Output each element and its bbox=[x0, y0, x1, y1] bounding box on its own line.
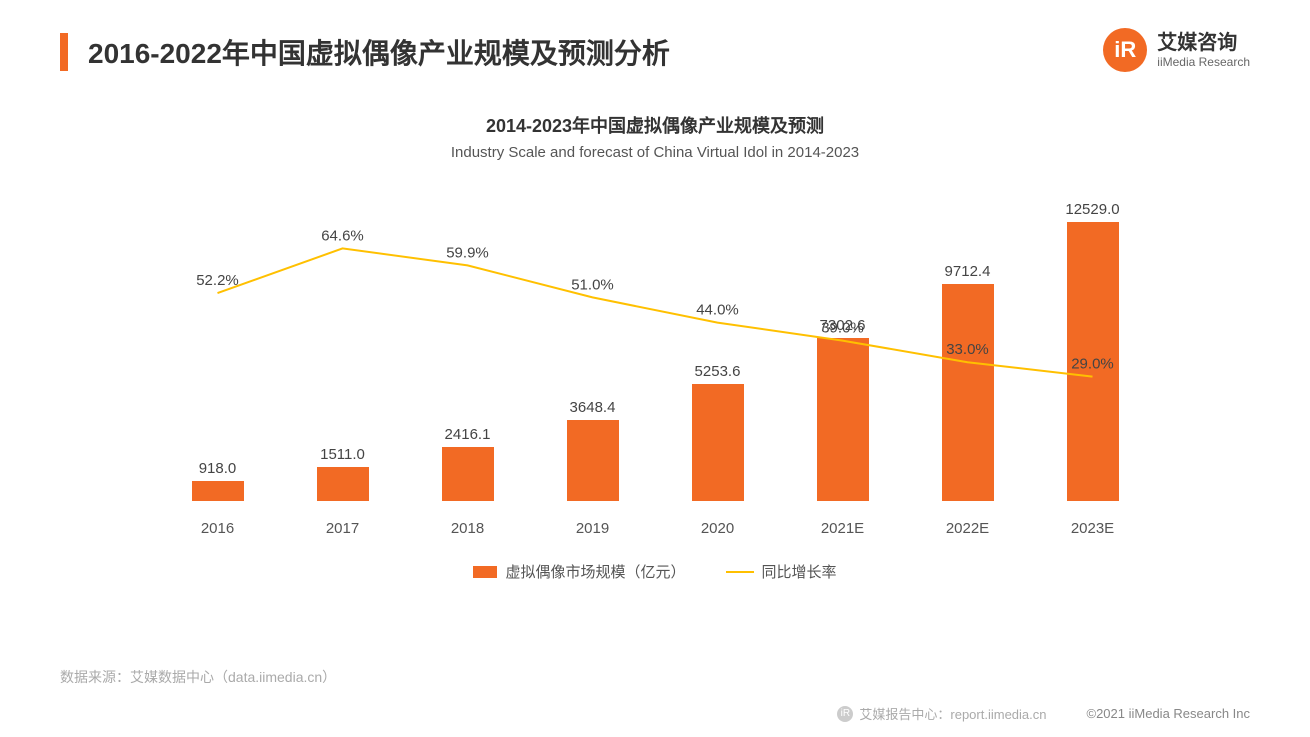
bar bbox=[692, 384, 744, 501]
chart-legend: 虚拟偶像市场规模（亿元） 同比增长率 bbox=[155, 561, 1155, 582]
bar-group: 12529.0 bbox=[1030, 222, 1155, 501]
chart-plot: 918.01511.02416.13648.45253.67302.69712.… bbox=[155, 191, 1155, 561]
bar bbox=[317, 467, 369, 501]
legend-item-line: 同比增长率 bbox=[726, 561, 837, 582]
x-axis-label: 2016 bbox=[155, 520, 280, 537]
legend-label-line: 同比增长率 bbox=[762, 561, 837, 582]
brand-name-cn: 艾媒咨询 bbox=[1157, 31, 1250, 55]
x-axis-labels: 201620172018201920202021E2022E2023E bbox=[155, 520, 1155, 537]
bar-group: 7302.6 bbox=[780, 338, 905, 501]
brand-text: 艾媒咨询 iiMedia Research bbox=[1157, 31, 1250, 69]
legend-swatch-line bbox=[726, 571, 754, 573]
legend-swatch-bar bbox=[473, 566, 497, 578]
page-footer: iR 艾媒报告中心：report.iimedia.cn ©2021 iiMedi… bbox=[0, 704, 1310, 723]
bar-value-label: 1511.0 bbox=[320, 446, 365, 463]
x-axis-label: 2017 bbox=[280, 520, 405, 537]
bar-series: 918.01511.02416.13648.45253.67302.69712.… bbox=[155, 211, 1155, 501]
brand-icon: iR bbox=[1103, 28, 1147, 72]
bar bbox=[442, 447, 494, 501]
page-title: 2016-2022年中国虚拟偶像产业规模及预测分析 bbox=[88, 32, 670, 72]
bar-group: 918.0 bbox=[155, 481, 280, 501]
accent-bar bbox=[60, 33, 68, 71]
legend-item-bar: 虚拟偶像市场规模（亿元） bbox=[473, 561, 685, 582]
footer-copyright: ©2021 iiMedia Research Inc bbox=[1087, 706, 1251, 721]
x-axis-label: 2019 bbox=[530, 520, 655, 537]
x-axis-label: 2023E bbox=[1030, 520, 1155, 537]
data-source: 数据来源：艾媒数据中心（data.iimedia.cn） bbox=[60, 667, 336, 687]
chart-title-cn: 2014-2023年中国虚拟偶像产业规模及预测 bbox=[155, 112, 1155, 138]
bar-value-label: 918.0 bbox=[199, 460, 237, 477]
bar-value-label: 3648.4 bbox=[570, 399, 616, 416]
bar-group: 1511.0 bbox=[280, 467, 405, 501]
bar-group: 9712.4 bbox=[905, 284, 1030, 501]
legend-label-bar: 虚拟偶像市场规模（亿元） bbox=[505, 561, 685, 582]
bar-group: 5253.6 bbox=[655, 384, 780, 501]
bar bbox=[817, 338, 869, 501]
bar-group: 2416.1 bbox=[405, 447, 530, 501]
footer-brand-icon: iR bbox=[837, 706, 853, 722]
chart-title-en: Industry Scale and forecast of China Vir… bbox=[155, 144, 1155, 161]
bar bbox=[942, 284, 994, 501]
bar-value-label: 2416.1 bbox=[445, 426, 491, 443]
footer-report-link: 艾媒报告中心：report.iimedia.cn bbox=[859, 704, 1046, 723]
bar-value-label: 5253.6 bbox=[695, 363, 741, 380]
bar bbox=[567, 420, 619, 501]
x-axis-label: 2020 bbox=[655, 520, 780, 537]
bar bbox=[192, 481, 244, 501]
x-axis-label: 2018 bbox=[405, 520, 530, 537]
chart-container: 2014-2023年中国虚拟偶像产业规模及预测 Industry Scale a… bbox=[155, 112, 1155, 582]
bar-value-label: 9712.4 bbox=[945, 263, 991, 280]
bar-value-label: 7302.6 bbox=[820, 317, 866, 334]
bar-value-label: 12529.0 bbox=[1065, 201, 1119, 218]
brand-name-en: iiMedia Research bbox=[1157, 55, 1250, 69]
bar bbox=[1067, 222, 1119, 501]
x-axis-label: 2022E bbox=[905, 520, 1030, 537]
x-axis-label: 2021E bbox=[780, 520, 905, 537]
footer-report-center: iR 艾媒报告中心：report.iimedia.cn bbox=[837, 704, 1046, 723]
bar-group: 3648.4 bbox=[530, 420, 655, 501]
brand-logo: iR 艾媒咨询 iiMedia Research bbox=[1103, 28, 1250, 72]
